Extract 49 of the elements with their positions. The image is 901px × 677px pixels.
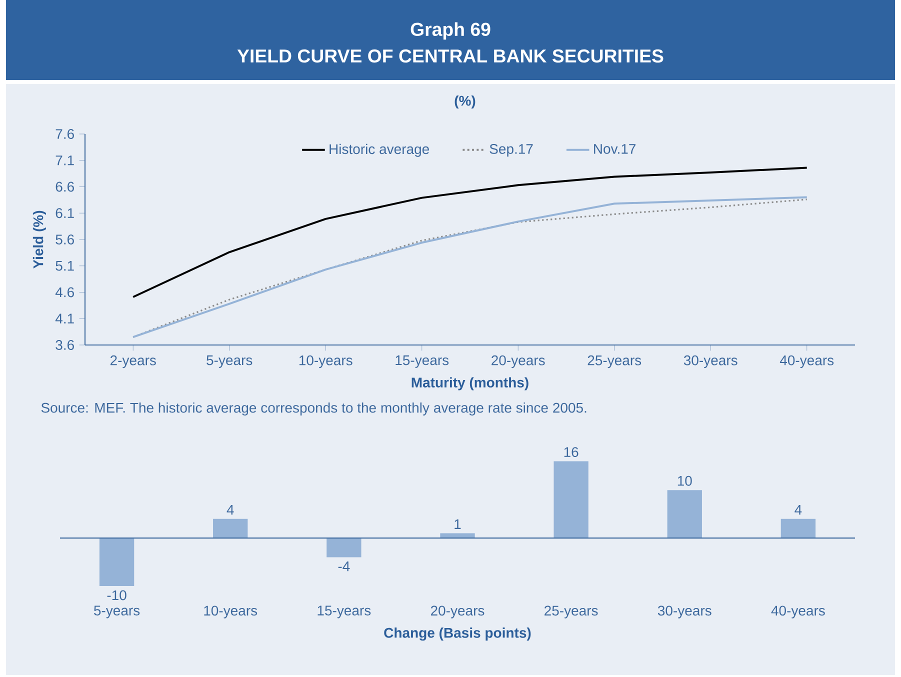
- y-tick-label: 4.6: [55, 287, 74, 298]
- x-tick-label: 30-years: [658, 606, 712, 618]
- x-tick-label: 40-years: [780, 355, 834, 368]
- y-tick-label: 7.6: [56, 129, 74, 139]
- y-tick-label: 3.6: [56, 340, 74, 350]
- legend-label: Historic average: [330, 144, 430, 157]
- x-tick-label: 25-years: [544, 606, 598, 618]
- bar: [780, 518, 816, 538]
- bar: [440, 533, 475, 538]
- bar: [213, 518, 248, 538]
- data-label: 16: [564, 447, 578, 458]
- data-label: -10: [107, 590, 126, 600]
- data-label: 1: [454, 519, 461, 529]
- data-label: 4: [794, 504, 802, 515]
- data-label: -4: [338, 562, 350, 572]
- legend-label: Sep.17: [490, 144, 533, 157]
- y-tick-label: 6.1: [56, 208, 74, 218]
- chart-subtitle: YIELD CURVE OF CENTRAL BANK SECURITIES: [237, 49, 664, 63]
- x-tick-label: 5-years: [94, 606, 140, 618]
- chart-title: Graph 69: [410, 22, 490, 40]
- x-axis-title: Change (Basis points): [384, 628, 531, 641]
- y-tick-label: 4.1: [55, 314, 74, 324]
- data-label: 4: [226, 504, 234, 515]
- x-tick-label: 20-years: [430, 606, 484, 618]
- bar: [554, 461, 588, 538]
- y-tick-label: 7.1: [56, 156, 74, 166]
- y-tick-label: 5.6: [56, 234, 74, 244]
- legend-label: Nov.17: [594, 144, 636, 154]
- line-series: [132, 166, 808, 298]
- bar: [326, 538, 362, 558]
- text: (%): [454, 95, 476, 109]
- x-tick-label: 5-years: [206, 355, 252, 368]
- x-tick-label: 15-years: [318, 606, 371, 618]
- source-note: Source: MEF. The historic average corresponds to the monthly average rate since 2005.: [41, 402, 586, 416]
- x-tick-label: 15-years: [396, 355, 449, 368]
- x-tick-label: 20-years: [492, 355, 545, 368]
- data-label: 10: [678, 476, 692, 486]
- x-tick-label: 10-years: [299, 355, 352, 368]
- x-tick-label: 40-years: [771, 606, 825, 618]
- bar: [667, 490, 702, 538]
- bar: [99, 538, 134, 586]
- x-tick-label: 10-years: [204, 606, 258, 618]
- x-axis-title: Maturity (months): [412, 377, 528, 390]
- y-axis-title: Yield (%): [32, 210, 46, 269]
- x-tick-label: 2-years: [110, 355, 156, 368]
- x-tick-label: 25-years: [588, 355, 642, 368]
- y-tick-label: 6.6: [56, 182, 74, 192]
- y-tick-label: 5.1: [56, 260, 74, 271]
- x-tick-label: 30-years: [684, 355, 738, 368]
